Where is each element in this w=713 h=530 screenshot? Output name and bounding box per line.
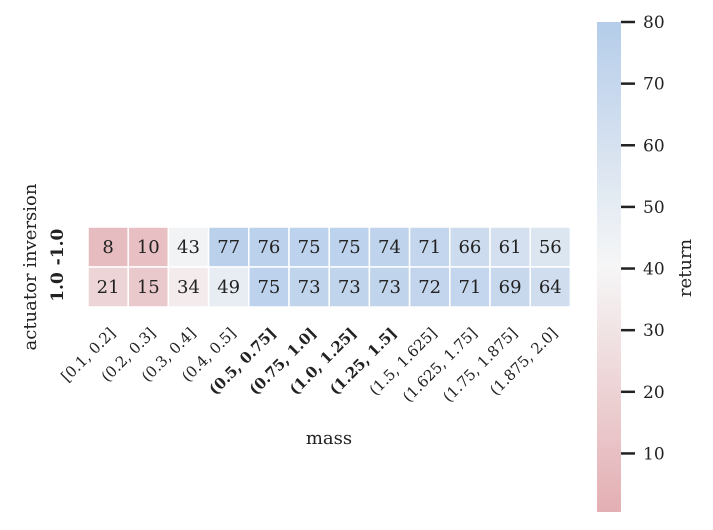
y-axis-label: actuator inversion [20, 183, 41, 350]
cell-value-label: 71 [418, 237, 441, 258]
cell-value-label: 77 [217, 237, 240, 258]
cell-value-label: 56 [539, 237, 562, 258]
heatmap-cell [368, 266, 411, 308]
colorbar-tick-label: 50 [643, 198, 665, 218]
colorbar-tick-label: 80 [643, 13, 665, 33]
heatmap-cell [529, 266, 572, 308]
y-tick-label: 1.0 [48, 272, 68, 302]
heatmap-cell [87, 266, 129, 308]
cell-value-label: 76 [257, 237, 280, 258]
heatmap-cell [489, 266, 531, 308]
colorbar-tick-label: 40 [643, 260, 665, 280]
colorbar-tick-label: 70 [643, 75, 665, 95]
cell-value-label: 34 [177, 277, 200, 298]
cell-value-label: 74 [378, 237, 401, 258]
heatmap-cell [449, 226, 491, 268]
cell-value-label: 10 [137, 237, 160, 258]
heatmap-cell [328, 266, 371, 308]
colorbar-tick-label: 30 [643, 321, 665, 341]
cell-value-label: 43 [177, 237, 200, 258]
cell-value-label: 75 [298, 237, 321, 258]
heatmap-cell [207, 266, 250, 308]
heatmap-cell [408, 266, 451, 308]
cell-value-label: 71 [458, 277, 481, 298]
x-tick-labels: [0.1, 0.2](0.2, 0.3](0.3, 0.4](0.4, 0.5]… [57, 324, 561, 406]
heatmap-value-labels: 8 10 43 77 76 75 75 74 71 66 61 56 21 15 34 49 75 73 73 73 7… [97, 237, 562, 298]
cell-value-label: 8 [102, 237, 113, 258]
colorbar-ticks: 10 20 30 40 50 60 70 80 [621, 13, 665, 464]
cell-value-label: 64 [539, 277, 562, 298]
cell-value-label: 72 [418, 277, 441, 298]
cell-value-label: 73 [378, 277, 401, 298]
colorbar-tick-label: 60 [643, 136, 665, 156]
cell-value-label: 61 [499, 237, 522, 258]
colorbar-tick-label: 20 [643, 383, 665, 403]
heatmap-cell [288, 226, 330, 268]
heatmap-cell [449, 266, 491, 308]
cell-value-label: 73 [298, 277, 321, 298]
x-axis-label: mass [306, 428, 352, 449]
heatmap-cell [368, 226, 411, 268]
cell-value-label: 69 [499, 277, 522, 298]
heatmap-cell [529, 226, 572, 268]
cell-value-label: 21 [97, 277, 120, 298]
colorbar-tick-label: 10 [643, 444, 665, 464]
heatmap-cell [87, 226, 129, 268]
cell-value-label: 75 [338, 237, 361, 258]
cell-value-label: 15 [137, 277, 160, 298]
y-tick-labels: -1.0 1.0 [48, 229, 68, 302]
heatmap-cell [248, 266, 290, 308]
heatmap-cell [127, 266, 170, 308]
cell-value-label: 66 [458, 237, 481, 258]
cell-value-label: 75 [257, 277, 280, 298]
colorbar-gradient [597, 22, 621, 512]
heatmap-cells [87, 226, 572, 308]
colorbar [597, 22, 621, 512]
colorbar-label: return [675, 238, 696, 297]
cell-value-label: 49 [217, 277, 240, 298]
cell-value-label: 73 [338, 277, 361, 298]
y-tick-label: -1.0 [48, 229, 68, 266]
